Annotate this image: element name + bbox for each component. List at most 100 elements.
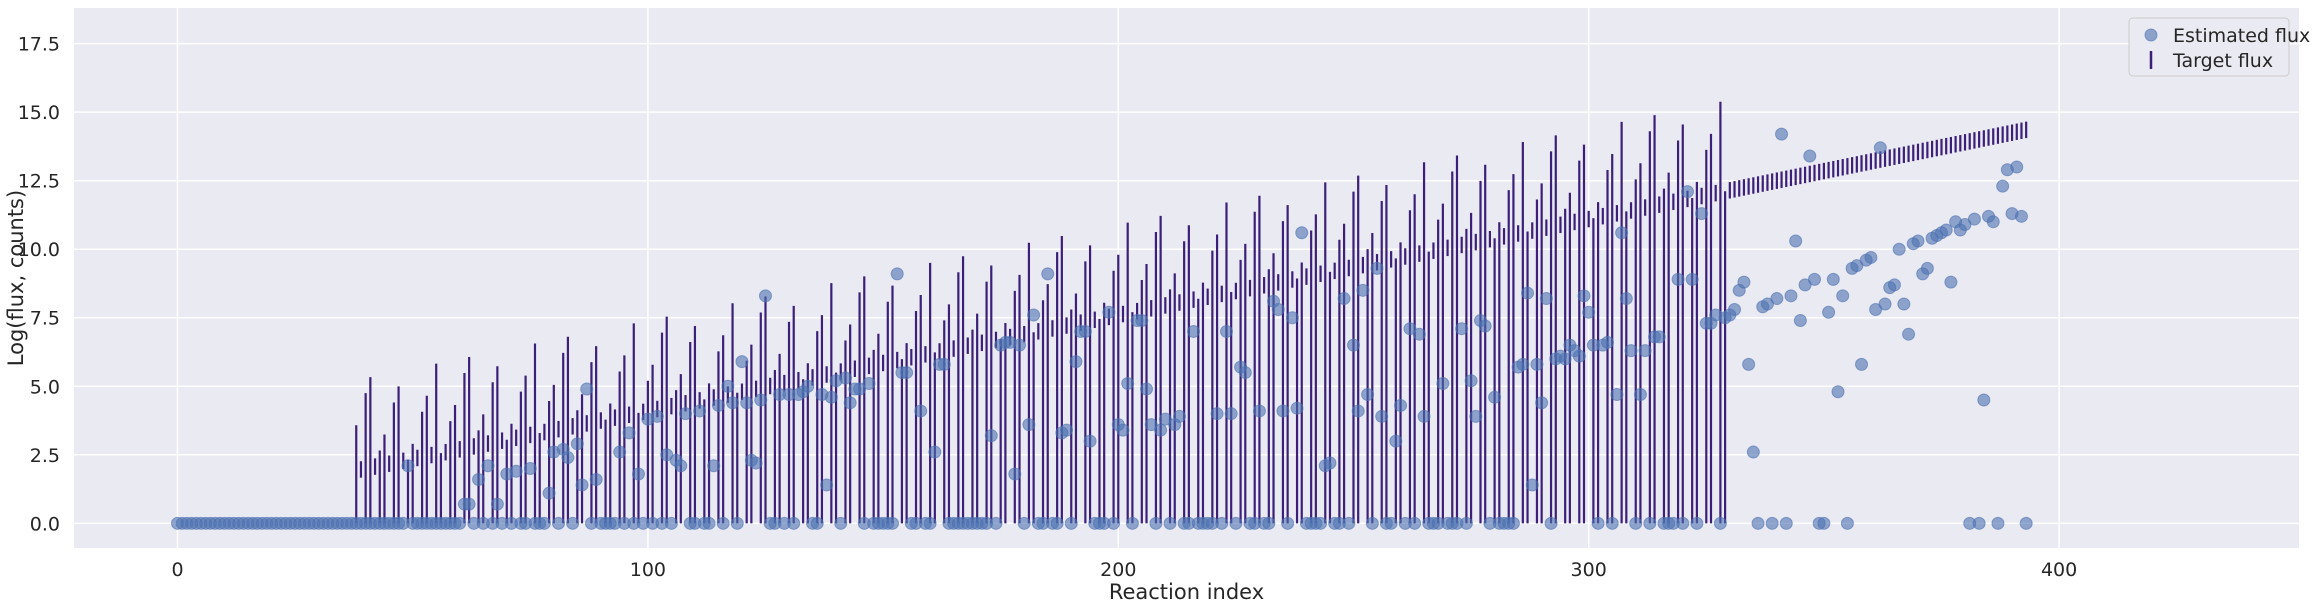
legend-estimated-marker	[2144, 28, 2158, 42]
estimated-flux-point	[1887, 278, 1901, 292]
estimated-flux-point	[1775, 127, 1789, 141]
estimated-flux-point	[1219, 324, 1233, 338]
estimated-flux-point	[1394, 398, 1408, 412]
estimated-flux-point	[1469, 409, 1483, 423]
estimated-flux-point	[1629, 516, 1643, 530]
estimated-flux-point	[1807, 272, 1821, 286]
estimated-flux-point	[928, 445, 942, 459]
estimated-flux-point	[721, 379, 735, 393]
estimated-flux-point	[613, 445, 627, 459]
estimated-flux-point	[1107, 516, 1121, 530]
estimated-flux-point	[1412, 327, 1426, 341]
estimated-flux-point	[1742, 357, 1756, 371]
estimated-flux-point	[1375, 409, 1389, 423]
estimated-flux-point	[1897, 297, 1911, 311]
estimated-flux-point	[570, 437, 584, 451]
estimated-flux-point	[1172, 409, 1186, 423]
estimated-flux-point	[1121, 377, 1135, 391]
estimated-flux-series	[170, 127, 2033, 530]
estimated-flux-point	[1695, 207, 1709, 221]
estimated-flux-point	[1521, 286, 1535, 300]
estimated-flux-point	[1163, 516, 1177, 530]
estimated-flux-point	[711, 398, 725, 412]
estimated-flux-point	[1652, 330, 1666, 344]
estimated-flux-point	[566, 516, 580, 530]
estimated-flux-point	[1751, 516, 1765, 530]
estimated-flux-point	[1285, 311, 1299, 325]
estimated-flux-point	[1817, 516, 1831, 530]
estimated-flux-point	[1351, 404, 1365, 418]
estimated-flux-point	[561, 451, 575, 465]
estimated-flux-point	[1690, 516, 1704, 530]
estimated-flux-point	[1525, 478, 1539, 492]
estimated-flux-point	[787, 516, 801, 530]
estimated-flux-point	[1271, 303, 1285, 317]
estimated-flux-point	[1619, 292, 1633, 306]
estimated-flux-point	[589, 472, 603, 486]
estimated-flux-point	[1149, 516, 1163, 530]
estimated-flux-point	[730, 516, 744, 530]
y-tick-label: 12.5	[18, 171, 60, 193]
estimated-flux-point	[1125, 516, 1139, 530]
estimated-flux-point	[749, 456, 763, 470]
estimated-flux-point	[1539, 292, 1553, 306]
estimated-flux-point	[1615, 226, 1629, 240]
estimated-flux-point	[1135, 313, 1149, 327]
estimated-flux-point	[1008, 467, 1022, 481]
estimated-flux-point	[1210, 407, 1224, 421]
estimated-flux-point	[735, 355, 749, 369]
estimated-flux-point	[1582, 305, 1596, 319]
estimated-flux-point	[1342, 516, 1356, 530]
estimated-flux-point	[1455, 322, 1469, 336]
estimated-flux-point	[1323, 456, 1337, 470]
estimated-flux-point	[481, 459, 495, 473]
estimated-flux-point	[1022, 418, 1036, 432]
estimated-flux-point	[900, 366, 914, 380]
x-tick-label: 100	[630, 559, 666, 581]
estimated-flux-point	[1822, 305, 1836, 319]
estimated-flux-point	[1991, 516, 2005, 530]
estimated-flux-point	[1779, 516, 1793, 530]
y-tick-label: 0.0	[30, 513, 60, 535]
estimated-flux-point	[1770, 292, 1784, 306]
estimated-flux-point	[1737, 275, 1751, 289]
estimated-flux-point	[1408, 516, 1422, 530]
x-tick-label: 200	[1100, 559, 1136, 581]
estimated-flux-point	[1488, 390, 1502, 404]
estimated-flux-point	[1224, 407, 1238, 421]
estimated-flux-point	[1530, 357, 1544, 371]
estimated-flux-point	[726, 396, 740, 410]
estimated-flux-point	[1346, 338, 1360, 352]
estimated-flux-point	[820, 478, 834, 492]
estimated-flux-point	[1116, 423, 1130, 437]
estimated-flux-point	[1902, 327, 1916, 341]
estimated-flux-point	[937, 357, 951, 371]
estimated-flux-point	[1873, 141, 1887, 155]
estimated-flux-point	[1601, 335, 1615, 349]
estimated-flux-point	[1252, 404, 1266, 418]
estimated-flux-point	[1337, 292, 1351, 306]
estimated-flux-point	[1295, 226, 1309, 240]
estimated-flux-point	[1789, 234, 1803, 248]
estimated-flux-point	[702, 516, 716, 530]
estimated-flux-point	[740, 396, 754, 410]
estimated-flux-point	[1986, 215, 2000, 229]
estimated-flux-point	[523, 462, 537, 476]
x-tick-label: 300	[1571, 559, 1607, 581]
estimated-flux-point	[622, 426, 636, 440]
estimated-flux-point	[1892, 242, 1906, 256]
estimated-flux-point	[1977, 393, 1991, 407]
estimated-flux-point	[462, 497, 476, 511]
estimated-flux-point	[1803, 149, 1817, 163]
estimated-flux-point	[754, 393, 768, 407]
estimated-flux-point	[1478, 319, 1492, 333]
estimated-flux-point	[1060, 423, 1074, 437]
estimated-flux-point	[1911, 234, 1925, 248]
estimated-flux-point	[401, 459, 415, 473]
estimated-flux-point	[1996, 179, 2010, 193]
legend-estimated-label: Estimated flux	[2173, 25, 2310, 47]
estimated-flux-point	[758, 289, 772, 303]
estimated-flux-point	[1436, 377, 1450, 391]
estimated-flux-point	[1083, 434, 1097, 448]
estimated-flux-point	[801, 379, 815, 393]
